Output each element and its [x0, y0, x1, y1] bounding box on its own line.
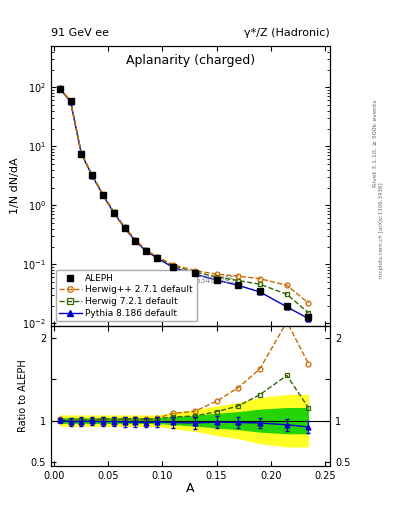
- Text: Rivet 3.1.10, ≥ 500k events: Rivet 3.1.10, ≥ 500k events: [373, 99, 378, 187]
- Text: mcplots.cern.ch [arXiv:1306.3436]: mcplots.cern.ch [arXiv:1306.3436]: [380, 183, 384, 278]
- Text: Aplanarity (charged): Aplanarity (charged): [126, 54, 255, 68]
- Ratio to ALEPH: [57, 86, 62, 92]
- Ratio to ALEPH: [79, 151, 84, 157]
- Ratio to ALEPH: [257, 289, 262, 295]
- Ratio to ALEPH: [101, 192, 105, 198]
- Ratio to ALEPH: [90, 173, 95, 179]
- Ratio to ALEPH: [155, 255, 160, 261]
- Ratio to ALEPH: [306, 315, 311, 322]
- Ratio to ALEPH: [236, 282, 241, 288]
- Y-axis label: Ratio to ALEPH: Ratio to ALEPH: [18, 359, 28, 432]
- Text: 91 GeV ee: 91 GeV ee: [51, 28, 109, 38]
- Ratio to ALEPH: [214, 277, 219, 283]
- Text: γ*/Z (Hadronic): γ*/Z (Hadronic): [244, 28, 330, 38]
- Ratio to ALEPH: [68, 98, 73, 104]
- Line: Ratio to ALEPH: Ratio to ALEPH: [57, 86, 311, 321]
- X-axis label: A: A: [186, 482, 195, 495]
- Ratio to ALEPH: [133, 238, 138, 244]
- Ratio to ALEPH: [144, 248, 149, 254]
- Text: ALEPH_1996_S3486095: ALEPH_1996_S3486095: [145, 275, 236, 284]
- Y-axis label: 1/N dN/dA: 1/N dN/dA: [9, 158, 20, 215]
- Ratio to ALEPH: [171, 265, 176, 271]
- Ratio to ALEPH: [285, 304, 289, 310]
- Legend: ALEPH, Herwig++ 2.7.1 default, Herwig 7.2.1 default, Pythia 8.186 default: ALEPH, Herwig++ 2.7.1 default, Herwig 7.…: [55, 270, 196, 322]
- Ratio to ALEPH: [122, 225, 127, 231]
- Ratio to ALEPH: [193, 271, 197, 277]
- Ratio to ALEPH: [112, 210, 116, 216]
